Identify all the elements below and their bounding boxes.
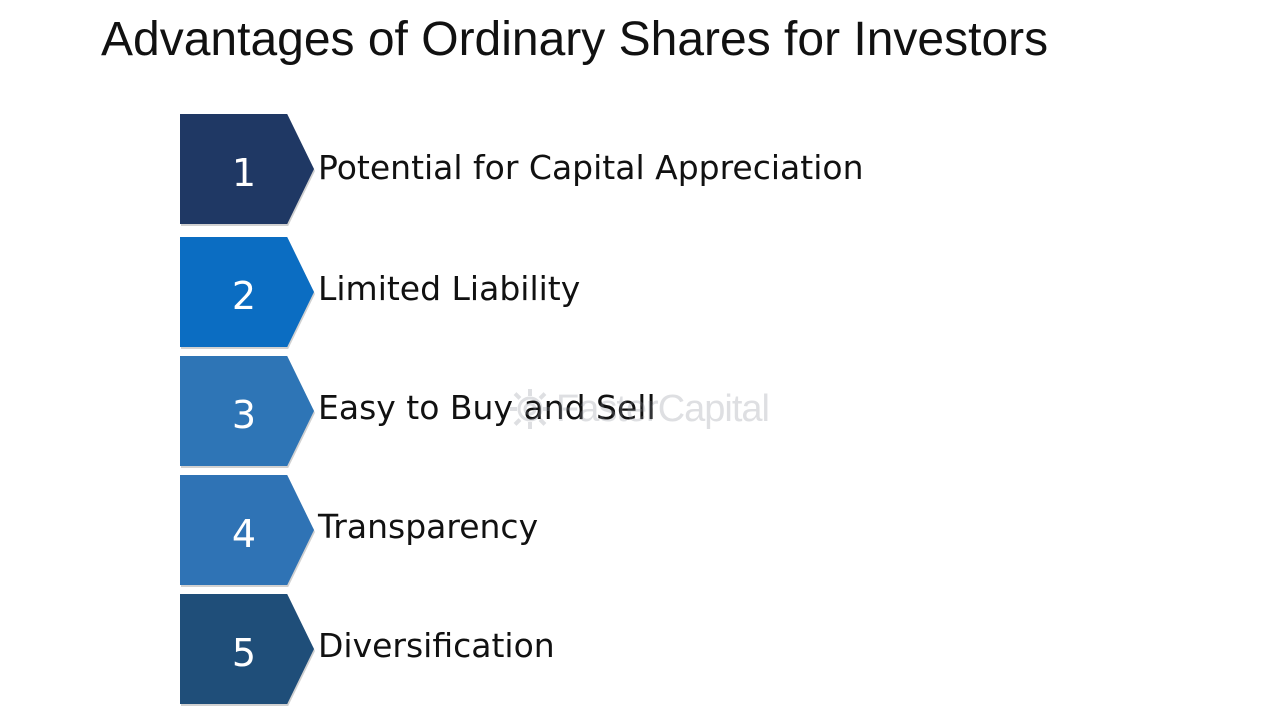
- step-number: 3: [231, 393, 257, 437]
- list-item: 2 Limited Liability: [180, 237, 1080, 349]
- step-number: 1: [231, 151, 257, 195]
- step-chevron: [180, 594, 314, 704]
- item-label: Easy to Buy and Sell: [318, 388, 656, 427]
- list-item: 3 Easy to Buy and Sell: [180, 356, 1080, 468]
- item-label: Diversification: [318, 626, 555, 665]
- step-chevron: [180, 475, 314, 585]
- step-chevron: [180, 356, 314, 466]
- step-number: 2: [231, 274, 257, 318]
- list-item: 1 Potential for Capital Appreciation: [180, 114, 1080, 226]
- item-label: Potential for Capital Appreciation: [318, 148, 864, 187]
- list-item: 4 Transparency: [180, 475, 1080, 587]
- list-item: 5 Diversification: [180, 594, 1080, 706]
- step-chevron: [180, 114, 314, 224]
- slide-title: Advantages of Ordinary Shares for Invest…: [101, 13, 1049, 66]
- step-number: 4: [231, 512, 257, 556]
- item-label: Limited Liability: [318, 269, 581, 308]
- item-label: Transparency: [318, 507, 539, 546]
- step-number: 5: [231, 631, 257, 675]
- step-chevron: [180, 237, 314, 347]
